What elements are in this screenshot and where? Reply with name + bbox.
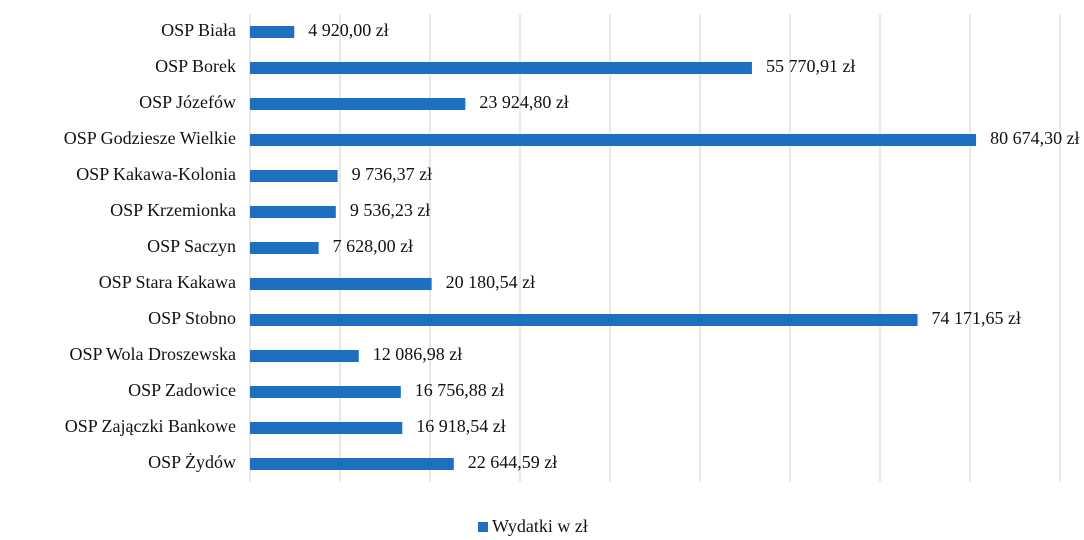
bar (250, 422, 403, 434)
bar (250, 386, 401, 398)
y-tick-label: OSP Biała (161, 20, 236, 40)
legend-swatch (478, 522, 488, 532)
data-label: 4 920,00 zł (308, 20, 389, 40)
bar (250, 314, 918, 326)
bar (250, 278, 432, 290)
y-tick-label: OSP Żydów (148, 452, 236, 472)
bar (250, 458, 454, 470)
data-label: 16 918,54 zł (416, 416, 506, 436)
data-label: 20 180,54 zł (446, 272, 536, 292)
y-tick-label: OSP Stara Kakawa (99, 272, 236, 292)
y-tick-label: OSP Saczyn (147, 236, 236, 256)
y-tick-label: OSP Godziesze Wielkie (64, 128, 236, 148)
bar (250, 242, 319, 254)
data-label: 7 628,00 zł (333, 236, 414, 256)
data-label: 80 674,30 zł (990, 128, 1080, 148)
data-label: 12 086,98 zł (373, 344, 463, 364)
y-tick-label: OSP Krzemionka (110, 200, 236, 220)
y-tick-label: OSP Wola Droszewska (69, 344, 236, 364)
bar (250, 350, 359, 362)
y-tick-label: OSP Borek (155, 56, 236, 76)
bar (250, 206, 336, 218)
bar (250, 62, 752, 74)
data-label: 55 770,91 zł (766, 56, 856, 76)
bar (250, 26, 295, 38)
y-tick-label: OSP Kakawa-Kolonia (76, 164, 236, 184)
y-tick-label: OSP Zadowice (128, 380, 236, 400)
data-label: 9 536,23 zł (350, 200, 431, 220)
bar (250, 98, 466, 110)
data-label: 22 644,59 zł (468, 452, 557, 472)
data-label: 23 924,80 zł (479, 92, 569, 112)
legend-label: Wydatki w zł (492, 516, 588, 536)
data-label: 9 736,37 zł (352, 164, 433, 184)
bar (250, 134, 977, 146)
bar (250, 170, 338, 182)
data-label: 16 756,88 zł (415, 380, 505, 400)
y-tick-label: OSP Zajączki Bankowe (65, 416, 236, 436)
y-tick-label: OSP Stobno (148, 308, 236, 328)
data-label: 74 171,65 zł (932, 308, 1022, 328)
y-tick-label: OSP Józefów (139, 92, 236, 112)
